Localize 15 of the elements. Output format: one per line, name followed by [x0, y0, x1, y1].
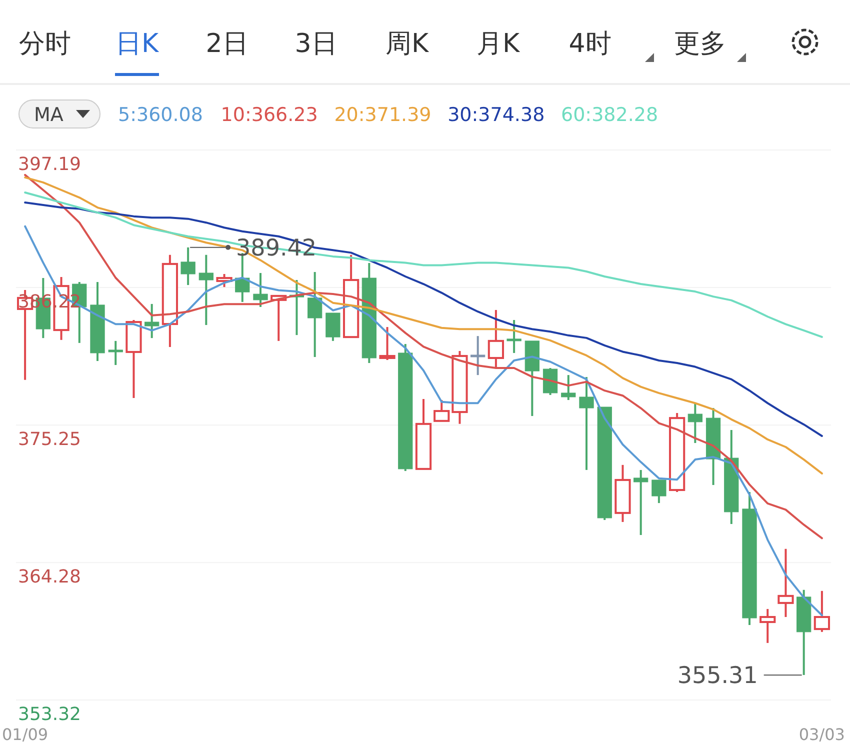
text: 30:374.38	[448, 104, 545, 126]
legend-ma-selector: MA	[18, 100, 100, 128]
text: 10:366.23	[220, 104, 318, 126]
x-tick-label: 03/03	[798, 725, 845, 742]
annotation: 355.31	[677, 663, 758, 690]
x-tick-label: 01/09	[2, 725, 48, 742]
y-tick-label: 364.28	[18, 566, 81, 588]
tabs: 分时 日K 2日 3日 周K 月K 4时 更多	[19, 29, 726, 76]
text: 20:371.39	[334, 104, 432, 126]
text: 60:382.28	[561, 104, 658, 126]
text: 5:360.08	[118, 104, 203, 126]
y-tick-label: 375.25	[18, 429, 81, 450]
y-tick-label: 386.22	[18, 292, 81, 313]
y-tick-label: 397.19	[18, 154, 81, 175]
y-tick-label: 353.32	[18, 704, 81, 725]
